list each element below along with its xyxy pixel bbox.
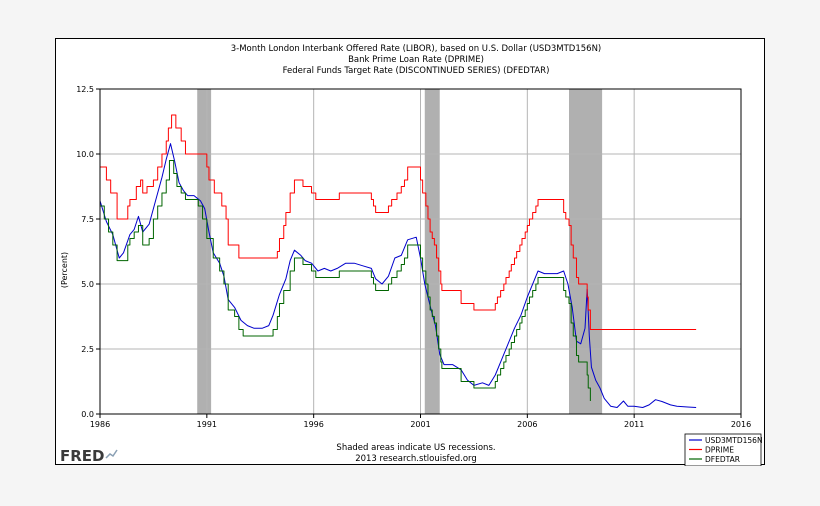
fred-logo-graph-icon [105,449,118,459]
y-tick-label-2: 5.0 [81,280,94,289]
y-tick-label-0: 0.0 [81,410,94,419]
x-tick-label-6: 2016 [731,420,751,429]
series-line-usd3mtd156n [99,143,697,408]
legend: USD3MTD156N DPRIME DFEDTAR [684,433,763,466]
recession-shading [197,89,603,414]
y-tick-label-5: 12.5 [76,85,94,94]
recession-band-0 [197,89,212,414]
chart-svg: 3-Month London Interbank Offered Rate (L… [60,44,763,466]
y-tick-label-4: 10.0 [76,150,94,159]
x-tick-label-4: 2006 [517,420,537,429]
legend-box [684,433,762,466]
x-tick-label-0: 1986 [90,420,110,429]
chart-title-line-1: 3-Month London Interbank Offered Rate (L… [231,44,602,54]
series-line-dfedtar [100,160,591,401]
chart-title-line-2: Bank Prime Loan Rate (DPRIME) [348,55,484,65]
fred-logo: FRED [60,447,118,465]
y-tick-label-3: 7.5 [81,215,94,224]
series-line-dprime [100,114,697,330]
recession-note: Shaded areas indicate US recessions. [336,443,495,453]
chart-frame: 3-Month London Interbank Offered Rate (L… [55,38,765,466]
recession-band-1 [424,89,440,414]
chart-title-line-3: Federal Funds Target Rate (DISCONTINUED … [283,66,550,76]
fred-logo-text: FRED [60,447,105,465]
plot-area-border [99,88,742,415]
recession-band-2 [568,89,603,414]
legend-label-dfedtar: DFEDTAR [705,455,740,464]
source-note: 2013 research.stlouisfed.org [355,454,477,464]
x-tick-label-3: 2001 [410,420,430,429]
x-tick-label-1: 1991 [197,420,217,429]
series-lines [99,114,697,408]
x-tick-label-5: 2011 [624,420,644,429]
y-axis-label: (Percent) [60,252,69,288]
legend-label-dprime: DPRIME [705,446,734,455]
axis-ticks: 0.0 2.5 5.0 7.5 10.0 12.5 1986 1991 1996 2001 2006… [76,85,751,429]
y-tick-label-1: 2.5 [81,345,94,354]
x-tick-label-2: 1996 [303,420,323,429]
legend-label-usd3mtd156n: USD3MTD156N [705,436,763,445]
